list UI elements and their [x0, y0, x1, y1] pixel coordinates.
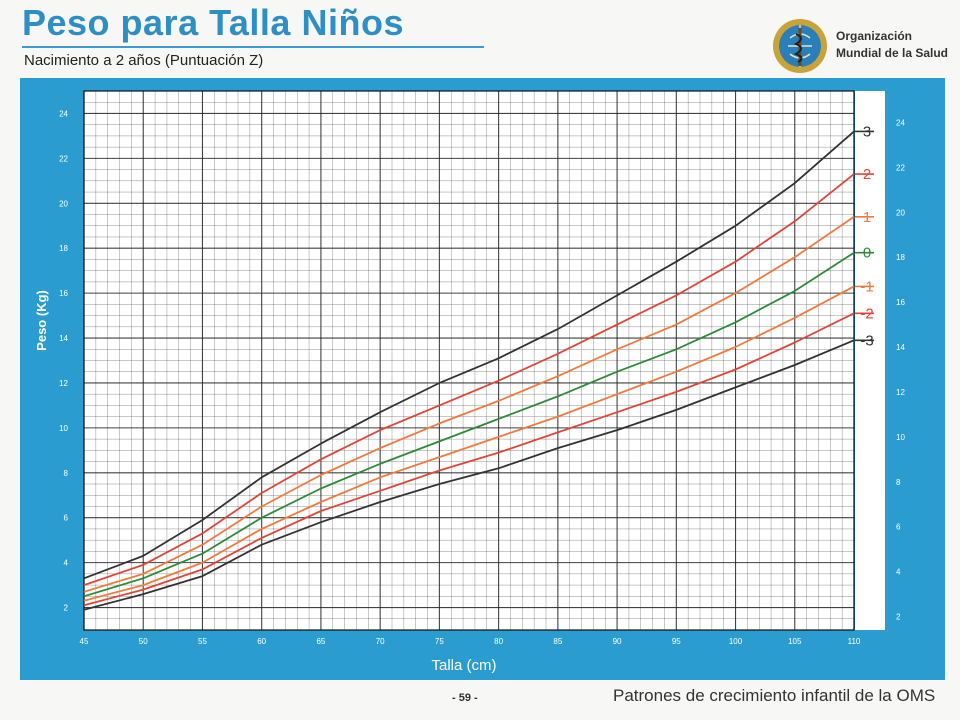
z-label-column — [855, 91, 885, 630]
z-label-2: 2 — [863, 166, 871, 183]
org-name-line2: Mundial de la Salud — [836, 46, 949, 60]
y-tick-label-right: 14 — [896, 343, 905, 352]
y-tick-label-left: 2 — [64, 604, 69, 613]
footer-caption: Patrones de crecimiento infantil de la O… — [613, 686, 936, 705]
y-tick-label-right: 24 — [896, 118, 905, 127]
who-logo-block: Organización Mundial de la Salud — [770, 16, 950, 76]
z-label--3: -3 — [860, 332, 873, 349]
x-tick-label: 85 — [553, 637, 562, 646]
org-name-line1: Organización — [836, 29, 913, 43]
y-tick-label-left: 18 — [59, 244, 68, 253]
z-label--1: -1 — [860, 278, 873, 295]
x-tick-label: 95 — [672, 637, 681, 646]
who-emblem-icon — [773, 19, 827, 73]
x-tick-label: 90 — [613, 637, 622, 646]
series-line-z1 — [83, 216, 855, 593]
y-tick-label-left: 16 — [59, 289, 68, 298]
chart-panel: 2 2 4 4 6 6 8 8 10 10 12 12 14 14 16 16 18 18 20 20 22 22 24 24… — [20, 78, 945, 680]
y-tick-label-left: 10 — [59, 424, 68, 433]
x-axis-title: Talla (cm) — [431, 657, 496, 674]
page-title: Peso para Talla Niños — [22, 2, 404, 43]
y-tick-label-right: 12 — [896, 388, 905, 397]
y-tick-label-right: 20 — [896, 208, 905, 217]
x-tick-label: 110 — [848, 637, 861, 646]
x-tick-label: 55 — [198, 637, 207, 646]
y-tick-label-right: 10 — [896, 433, 905, 442]
y-tick-label-right: 8 — [896, 478, 901, 487]
y-tick-label-right: 16 — [896, 298, 905, 307]
y-tick-label-right: 4 — [896, 568, 901, 577]
plot-frame — [83, 90, 855, 631]
y-tick-label-left: 8 — [64, 469, 69, 478]
y-tick-label-right: 6 — [896, 523, 901, 532]
page-number: - 59 - — [452, 692, 478, 704]
series-line-z2 — [83, 173, 855, 586]
x-tick-label: 75 — [435, 637, 444, 646]
y-tick-label-left: 12 — [59, 379, 68, 388]
x-tick-label: 70 — [376, 637, 385, 646]
series-line-z-2 — [83, 312, 855, 607]
y-tick-label-left: 22 — [59, 154, 68, 163]
x-tick-label: 100 — [729, 637, 743, 646]
x-tick-label: 50 — [139, 637, 148, 646]
x-tick-label: 65 — [316, 637, 325, 646]
y-tick-label-right: 2 — [896, 613, 901, 622]
series-line-z0 — [83, 251, 855, 598]
z-label-0: 0 — [863, 245, 871, 262]
weight-for-length-chart: 2244668810101212141416161818202022222424… — [34, 90, 905, 674]
x-tick-label: 45 — [80, 637, 89, 646]
y-axis-title: Peso (Kg) — [34, 290, 49, 351]
y-tick-label-right: 22 — [896, 163, 905, 172]
z-label--2: -2 — [860, 305, 873, 322]
y-tick-label-left: 6 — [64, 514, 69, 523]
y-tick-label-left: 20 — [59, 199, 68, 208]
z-label-3: 3 — [863, 123, 871, 140]
y-tick-label-right: 18 — [896, 253, 905, 262]
chart-subtitle: Nacimiento a 2 años (Puntuación Z) — [24, 52, 264, 69]
y-tick-label-left: 4 — [64, 559, 69, 568]
y-tick-label-left: 14 — [59, 334, 68, 343]
x-tick-label: 105 — [788, 637, 802, 646]
z-label-1: 1 — [863, 209, 871, 226]
title-underline — [22, 46, 484, 48]
x-tick-label: 80 — [494, 637, 503, 646]
x-tick-label: 60 — [257, 637, 266, 646]
series-line-z-3 — [83, 339, 855, 611]
series-line-z3 — [83, 130, 855, 580]
y-tick-label-left: 24 — [59, 109, 68, 118]
series-line-z-1 — [83, 285, 855, 602]
